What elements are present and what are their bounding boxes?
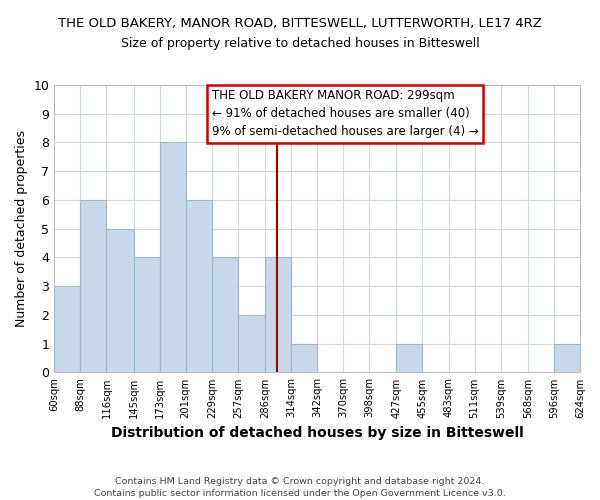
Bar [212, 258, 238, 372]
Bar [54, 286, 80, 372]
Bar [186, 200, 212, 372]
Bar [265, 258, 291, 372]
Bar [160, 142, 186, 372]
Bar [106, 228, 134, 372]
Bar [554, 344, 580, 372]
X-axis label: Distribution of detached houses by size in Bitteswell: Distribution of detached houses by size … [111, 426, 524, 440]
Bar [291, 344, 317, 372]
Text: THE OLD BAKERY MANOR ROAD: 299sqm
← 91% of detached houses are smaller (40)
9% o: THE OLD BAKERY MANOR ROAD: 299sqm ← 91% … [212, 90, 479, 138]
Y-axis label: Number of detached properties: Number of detached properties [15, 130, 28, 327]
Bar [134, 258, 160, 372]
Bar [397, 344, 422, 372]
Text: Contains HM Land Registry data © Crown copyright and database right 2024.: Contains HM Land Registry data © Crown c… [115, 478, 485, 486]
Bar [80, 200, 106, 372]
Bar [238, 315, 265, 372]
Text: Contains public sector information licensed under the Open Government Licence v3: Contains public sector information licen… [94, 489, 506, 498]
Text: THE OLD BAKERY, MANOR ROAD, BITTESWELL, LUTTERWORTH, LE17 4RZ: THE OLD BAKERY, MANOR ROAD, BITTESWELL, … [58, 18, 542, 30]
Text: Size of property relative to detached houses in Bitteswell: Size of property relative to detached ho… [121, 38, 479, 51]
